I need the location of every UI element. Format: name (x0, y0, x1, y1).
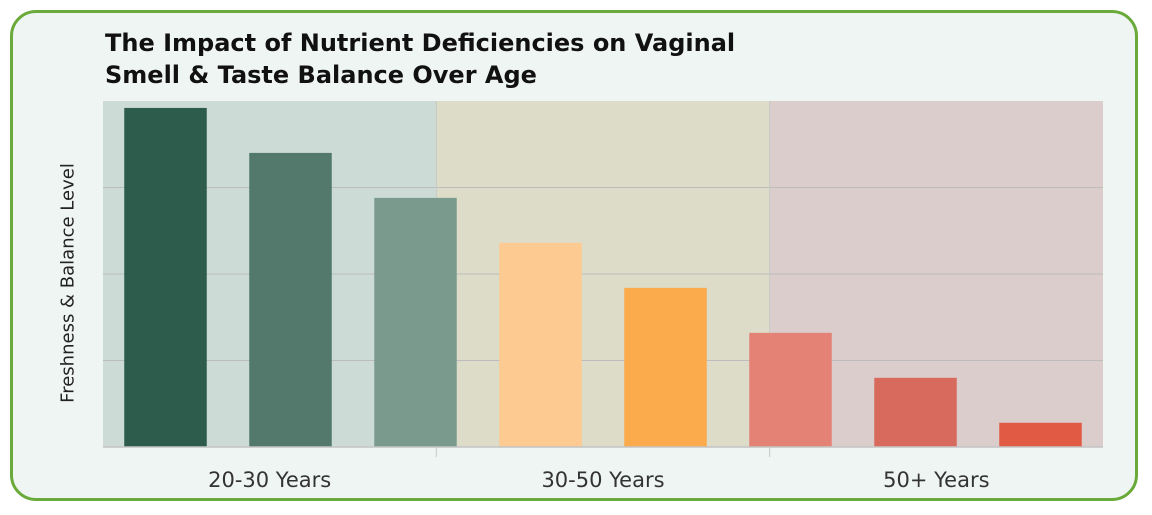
chart-card: The Impact of Nutrient Deficiencies on V… (10, 10, 1138, 501)
bar-group-2-1 (499, 242, 582, 447)
x-tick-label-2: 30-50 Years (541, 468, 664, 492)
bar-chart: 20-30 Years 30-50 Years 50+ Years (103, 101, 1103, 492)
bar-group-3-3 (999, 422, 1082, 447)
x-tick-label-1: 20-30 Years (208, 468, 331, 492)
bar-group-3-2 (874, 377, 957, 447)
bar-group-2-2 (624, 287, 707, 447)
bar-group-3-1 (749, 332, 832, 447)
chart-title-line-1: The Impact of Nutrient Deficiencies on V… (105, 29, 736, 57)
chart-title-line-2: Smell & Taste Balance Over Age (105, 61, 537, 89)
chart-title: The Impact of Nutrient Deficiencies on V… (105, 27, 735, 91)
bar-group-1-2 (249, 152, 332, 447)
bar-group-1-3 (374, 197, 457, 447)
x-tick-label-3: 50+ Years (883, 468, 989, 492)
bar-group-1-1 (124, 107, 207, 448)
